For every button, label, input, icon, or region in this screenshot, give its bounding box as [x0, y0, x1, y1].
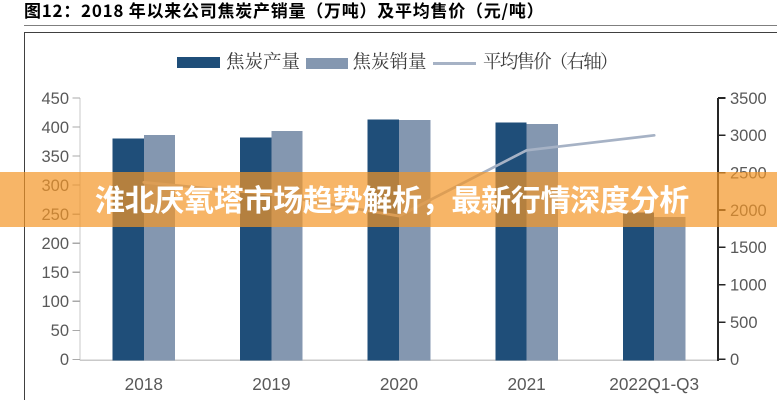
right-axis-tick-label: 500	[730, 314, 758, 332]
left-axis-tick-label: 100	[41, 293, 69, 311]
legend-swatch-production	[177, 56, 220, 68]
left-axis-tick-label: 450	[41, 90, 69, 108]
right-axis-tick-label: 0	[730, 351, 739, 369]
legend-label-production: 焦炭产量	[226, 47, 301, 74]
bar-sales-2019	[271, 131, 303, 361]
bar-sales-2018	[143, 135, 176, 361]
left-axis-tick-label: 50	[51, 322, 69, 340]
x-axis-category-label: 2020	[380, 374, 418, 394]
right-axis-tick-label: 3500	[730, 90, 767, 108]
bar-production-2022Q1-Q3	[622, 212, 655, 361]
bar-sales-2021	[526, 124, 558, 361]
right-axis-tick-label: 1000	[730, 277, 767, 295]
left-axis-tick-label: 200	[41, 235, 69, 253]
bar-production-2020	[367, 119, 399, 361]
legend-swatch-sales	[305, 57, 348, 69]
right-axis-tick-label: 1500	[730, 239, 767, 257]
x-axis-category-label: 2021	[507, 374, 545, 394]
bar-sales-2020	[399, 120, 431, 361]
bar-production-2021	[495, 122, 527, 361]
legend-label-sales: 焦炭销量	[352, 47, 427, 74]
x-axis-category-label: 2018	[125, 374, 163, 394]
headline-banner-text: 淮北厌氧塔市场趋势解析，最新行情深度分析	[95, 176, 689, 220]
left-axis-tick-label: 400	[41, 119, 69, 137]
title-separator	[24, 25, 777, 27]
legend-swatch-price-line	[433, 62, 476, 65]
left-axis-tick-label: 0	[60, 351, 69, 369]
page-title: 图12：2018 年以来公司焦炭产销量（万吨）及平均售价（元/吨）	[24, 0, 545, 22]
right-axis-tick-label: 3000	[730, 127, 767, 145]
x-axis-category-label: 2019	[252, 374, 290, 394]
left-axis-tick-label: 350	[41, 148, 69, 166]
legend-label-price: 平均售价（右轴）	[483, 47, 618, 74]
bar-production-2019	[240, 137, 272, 361]
left-axis-tick-label: 150	[41, 264, 69, 282]
headline-banner-overlay: 淮北厌氧塔市场趋势解析，最新行情深度分析	[0, 172, 777, 227]
bar-sales-2022Q1-Q3	[654, 217, 686, 361]
x-axis-category-label: 2022Q1-Q3	[609, 374, 699, 394]
